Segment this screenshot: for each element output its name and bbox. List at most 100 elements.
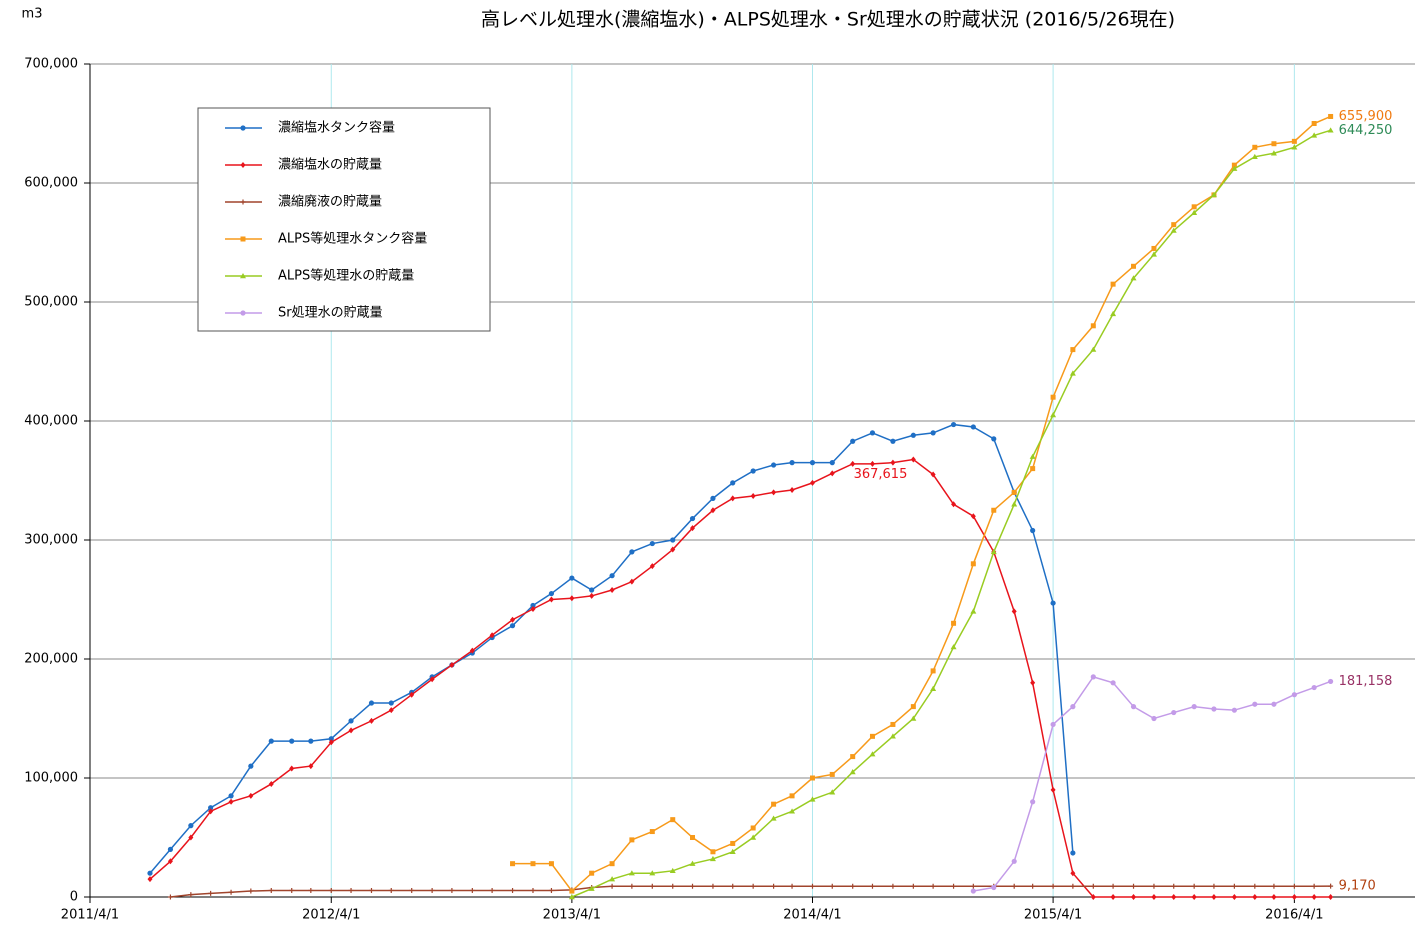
marker: [809, 796, 816, 802]
marker: [670, 546, 676, 553]
marker: [548, 590, 555, 597]
marker: [548, 887, 554, 893]
marker: [869, 460, 875, 467]
marker: [1050, 721, 1056, 728]
marker: [588, 885, 595, 891]
marker: [609, 861, 615, 867]
marker: [1030, 799, 1036, 805]
marker: [1110, 281, 1116, 287]
marker: [991, 436, 997, 442]
marker: [1151, 894, 1157, 900]
marker: [750, 883, 756, 889]
marker: [951, 501, 957, 508]
marker: [1171, 709, 1177, 716]
marker: [970, 883, 976, 889]
marker: [789, 793, 795, 799]
marker: [1231, 883, 1237, 889]
marker: [950, 644, 957, 650]
legend-label: 濃縮塩水の貯蔵量: [278, 157, 382, 173]
marker: [530, 861, 536, 867]
marker: [629, 883, 635, 889]
marker: [1090, 346, 1097, 352]
marker: [308, 738, 314, 744]
marker: [910, 456, 916, 463]
marker: [1011, 858, 1017, 864]
marker: [809, 479, 815, 486]
marker: [690, 835, 696, 840]
marker: [849, 769, 856, 775]
marker: [1171, 894, 1177, 900]
marker: [1231, 162, 1237, 168]
marker: [569, 575, 575, 581]
marker: [1328, 894, 1334, 900]
x-tick-label: 2015/4/1: [1024, 908, 1082, 923]
y-tick-label: 0: [70, 890, 78, 905]
marker: [910, 715, 917, 721]
marker: [289, 765, 295, 772]
x-tick-label: 2012/4/1: [302, 908, 360, 923]
marker: [1271, 894, 1277, 900]
marker: [670, 883, 676, 889]
marker: [1030, 883, 1036, 889]
marker: [1070, 850, 1076, 856]
marker: [869, 751, 876, 757]
marker: [1191, 209, 1198, 215]
marker: [730, 495, 736, 502]
series-line: [149, 423, 1074, 874]
legend-marker: [240, 236, 246, 242]
marker: [771, 883, 777, 889]
marker: [1110, 310, 1117, 317]
marker: [629, 549, 635, 555]
marker: [710, 495, 716, 501]
marker: [689, 515, 696, 522]
marker: [970, 513, 976, 520]
marker: [609, 876, 616, 882]
marker: [1311, 121, 1317, 126]
marker: [850, 883, 856, 889]
marker: [789, 808, 796, 814]
marker: [1252, 144, 1258, 150]
marker: [869, 883, 875, 889]
legend-label: ALPS等処理水タンク容量: [278, 231, 427, 247]
marker: [670, 817, 676, 823]
marker: [449, 661, 455, 668]
x-tick-label: 2016/4/1: [1265, 908, 1323, 923]
marker: [1151, 883, 1157, 889]
marker: [147, 876, 153, 883]
y-tick-label: 600,000: [24, 176, 78, 191]
marker: [1130, 704, 1137, 710]
marker: [1131, 894, 1137, 900]
marker: [649, 829, 655, 835]
marker: [1069, 370, 1076, 376]
marker: [850, 460, 856, 467]
marker: [1231, 707, 1237, 713]
marker: [1252, 894, 1258, 900]
marker: [689, 860, 696, 866]
marker: [1211, 883, 1217, 889]
marker: [1291, 138, 1297, 144]
marker: [1070, 870, 1076, 877]
marker: [1110, 680, 1116, 686]
marker: [368, 700, 375, 706]
series-line: [512, 115, 1331, 893]
marker: [328, 739, 334, 746]
marker: [930, 471, 936, 478]
marker: [188, 823, 194, 829]
marker: [1151, 715, 1157, 722]
marker: [429, 676, 435, 683]
marker: [308, 763, 314, 770]
marker: [409, 887, 415, 893]
marker: [248, 763, 254, 769]
marker: [530, 606, 536, 613]
marker: [771, 801, 777, 807]
marker: [1311, 883, 1317, 889]
marker: [710, 507, 716, 514]
marker: [809, 775, 815, 781]
marker: [930, 685, 937, 691]
marker: [348, 718, 354, 724]
marker: [248, 792, 254, 799]
marker: [710, 883, 716, 889]
marker: [889, 733, 896, 739]
marker: [850, 438, 856, 444]
